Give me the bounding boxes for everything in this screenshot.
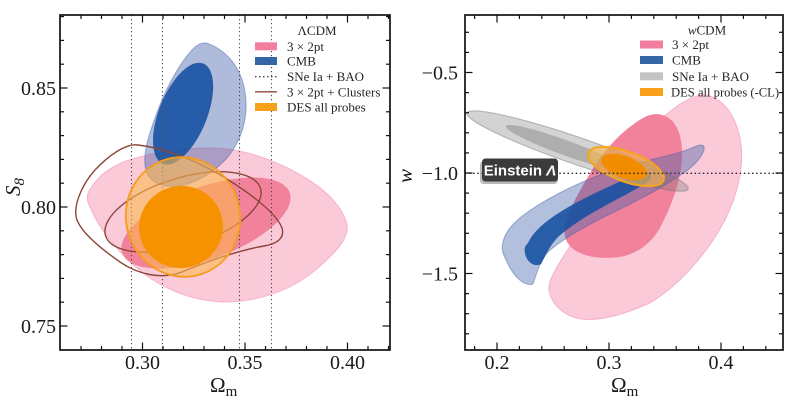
svg-text:Einstein Λ: Einstein Λ — [484, 163, 557, 180]
svg-text:3 × 2pt: 3 × 2pt — [287, 39, 324, 54]
svg-text:0.85: 0.85 — [21, 78, 56, 100]
svg-text:3 × 2pt: 3 × 2pt — [672, 37, 709, 52]
svg-text:CMB: CMB — [672, 53, 701, 68]
svg-text:0.35: 0.35 — [228, 352, 263, 374]
svg-text:ΛCDM: ΛCDM — [297, 23, 336, 38]
svg-text:0.3: 0.3 — [597, 352, 622, 374]
svg-text:wCDM: wCDM — [688, 23, 727, 38]
svg-text:−1.5: −1.5 — [422, 264, 458, 286]
svg-text:w: w — [393, 169, 417, 183]
svg-text:0.30: 0.30 — [125, 352, 160, 374]
svg-text:SNe Ia + BAO: SNe Ia + BAO — [287, 69, 364, 84]
svg-text:0.75: 0.75 — [21, 316, 56, 338]
svg-text:0.4: 0.4 — [709, 352, 734, 374]
svg-text:−0.5: −0.5 — [422, 63, 458, 85]
svg-text:DES all probes (-CL): DES all probes (-CL) — [671, 86, 779, 100]
svg-text:0.40: 0.40 — [330, 352, 365, 374]
svg-text:SNe Ia + BAO: SNe Ia + BAO — [672, 69, 749, 84]
svg-text:0.80: 0.80 — [21, 197, 56, 219]
svg-text:0.2: 0.2 — [485, 352, 510, 374]
svg-text:−1.0: −1.0 — [422, 163, 458, 185]
svg-text:3 × 2pt + Clusters: 3 × 2pt + Clusters — [287, 84, 380, 99]
svg-text:DES all probes: DES all probes — [287, 100, 366, 115]
svg-text:CMB: CMB — [287, 54, 316, 69]
